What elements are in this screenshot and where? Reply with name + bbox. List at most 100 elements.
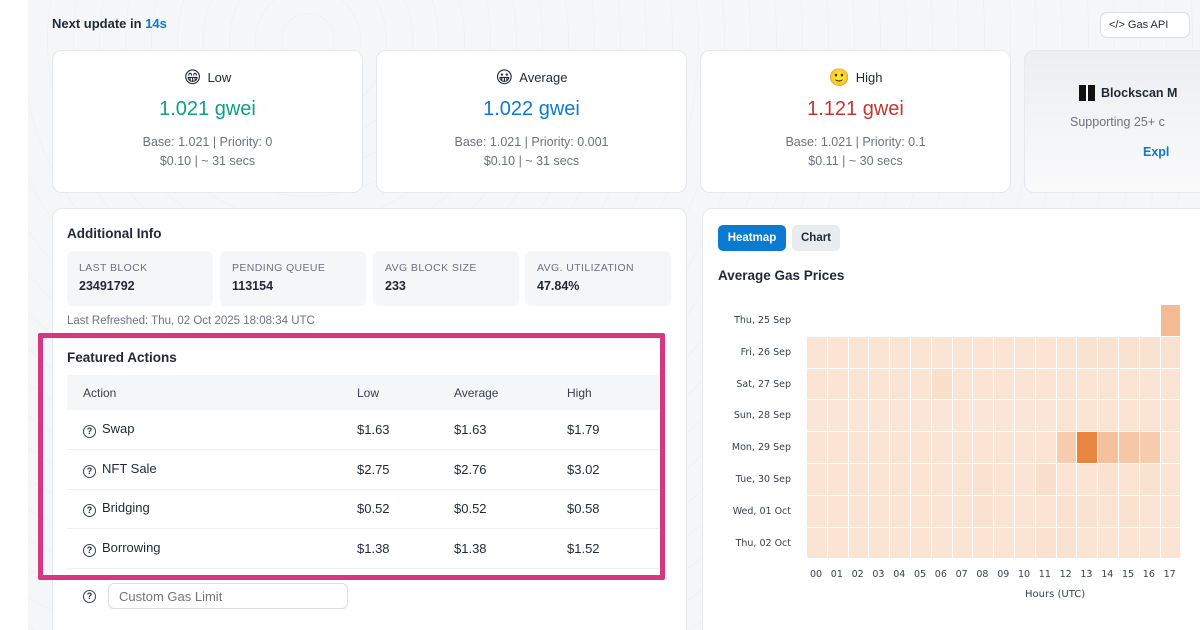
heatmap-cell[interactable] [1035,400,1056,432]
heatmap-cell[interactable] [869,432,890,463]
heatmap-cell[interactable] [869,464,890,495]
heatmap-cell[interactable] [848,495,869,527]
heatmap-cell[interactable] [848,527,869,559]
heatmap-cell[interactable] [1015,368,1035,400]
heatmap-cell[interactable] [973,368,994,400]
heatmap-cell[interactable] [1015,400,1035,432]
heatmap-cell[interactable] [1139,368,1160,400]
heatmap-cell[interactable] [827,527,848,559]
heatmap-cell[interactable] [1077,432,1098,463]
heatmap-cell[interactable] [1056,495,1077,527]
heatmap-cell[interactable] [827,400,848,432]
gas-api-button[interactable]: </> Gas API [1100,12,1190,38]
heatmap-cell[interactable] [869,527,890,559]
heatmap-cell[interactable] [1139,432,1160,463]
heatmap-cell[interactable] [890,432,910,463]
heatmap-cell[interactable] [1015,527,1035,559]
heatmap-cell[interactable] [931,400,952,432]
heatmap-cell[interactable] [890,336,910,368]
heatmap-cell[interactable] [827,495,848,527]
heatmap-cell[interactable] [890,400,910,432]
tab-chart[interactable]: Chart [792,225,840,251]
heatmap-cell[interactable] [931,495,952,527]
heatmap-cell[interactable] [952,400,973,432]
heatmap-cell[interactable] [1056,336,1077,368]
heatmap-cell[interactable] [807,464,827,495]
heatmap-cell[interactable] [1015,432,1035,463]
heatmap-cell[interactable] [1035,527,1056,559]
heatmap-cell[interactable] [1160,464,1181,495]
heatmap-cell[interactable] [1035,432,1056,463]
heatmap-cell[interactable] [1015,464,1035,495]
heatmap-cell[interactable] [1077,495,1098,527]
heatmap-cell[interactable] [1160,527,1181,559]
heatmap-cell[interactable] [1098,336,1118,368]
heatmap-cell[interactable] [1160,400,1181,432]
heatmap-cell[interactable] [1139,495,1160,527]
heatmap-cell[interactable] [1119,336,1139,368]
heatmap-cell[interactable] [973,464,994,495]
heatmap-cell[interactable] [1160,495,1181,527]
heatmap-cell[interactable] [1015,336,1035,368]
heatmap-cell[interactable] [1139,400,1160,432]
heatmap-cell[interactable] [1160,368,1181,400]
heatmap-cell[interactable] [848,400,869,432]
heatmap-cell[interactable] [1098,368,1118,400]
heatmap-cell[interactable] [1077,464,1098,495]
heatmap-cell[interactable] [807,400,827,432]
heatmap-cell[interactable] [1160,432,1181,463]
heatmap-cell[interactable] [994,336,1014,368]
heatmap-cell[interactable] [952,464,973,495]
heatmap-cell[interactable] [911,432,931,463]
heatmap-cell[interactable] [1119,527,1139,559]
help-circle-icon[interactable]: ? [83,543,96,557]
heatmap-cell[interactable] [807,527,827,559]
heatmap-cell[interactable] [869,495,890,527]
heatmap-cell[interactable] [1160,305,1181,336]
heatmap-cell[interactable] [1056,464,1077,495]
heatmap-cell[interactable] [1098,464,1118,495]
heatmap-cell[interactable] [1119,464,1139,495]
heatmap-cell[interactable] [1035,336,1056,368]
heatmap-cell[interactable] [952,336,973,368]
heatmap-cell[interactable] [1077,527,1098,559]
heatmap-cell[interactable] [994,400,1014,432]
heatmap-cell[interactable] [931,336,952,368]
help-circle-icon[interactable]: ? [83,504,96,518]
heatmap-cell[interactable] [1098,527,1118,559]
blockscan-promo-card[interactable]: Blockscan M Supporting 25+ c Expl [1024,50,1200,193]
help-circle-icon[interactable]: ? [83,589,96,603]
heatmap-cell[interactable] [994,464,1014,495]
heatmap-cell[interactable] [1077,336,1098,368]
heatmap-cell[interactable] [911,336,931,368]
heatmap-cell[interactable] [1035,464,1056,495]
heatmap-cell[interactable] [807,495,827,527]
heatmap-cell[interactable] [890,368,910,400]
heatmap-cell[interactable] [890,527,910,559]
heatmap-cell[interactable] [1139,527,1160,559]
heatmap-cell[interactable] [994,495,1014,527]
heatmap-cell[interactable] [1160,336,1181,368]
heatmap-cell[interactable] [952,527,973,559]
heatmap-cell[interactable] [807,432,827,463]
heatmap-cell[interactable] [931,432,952,463]
heatmap-cell[interactable] [827,368,848,400]
heatmap-cell[interactable] [1056,527,1077,559]
heatmap-cell[interactable] [869,368,890,400]
heatmap-cell[interactable] [1035,495,1056,527]
heatmap-cell[interactable] [973,527,994,559]
heatmap-cell[interactable] [848,432,869,463]
heatmap-cell[interactable] [911,527,931,559]
heatmap-cell[interactable] [952,495,973,527]
heatmap-cell[interactable] [827,464,848,495]
heatmap-cell[interactable] [911,400,931,432]
heatmap-cell[interactable] [869,336,890,368]
heatmap-cell[interactable] [827,432,848,463]
heatmap-cell[interactable] [973,495,994,527]
heatmap-cell[interactable] [973,400,994,432]
heatmap-cell[interactable] [1098,432,1118,463]
heatmap-cell[interactable] [1098,400,1118,432]
heatmap-cell[interactable] [952,368,973,400]
heatmap-cell[interactable] [848,368,869,400]
heatmap-cell[interactable] [807,368,827,400]
